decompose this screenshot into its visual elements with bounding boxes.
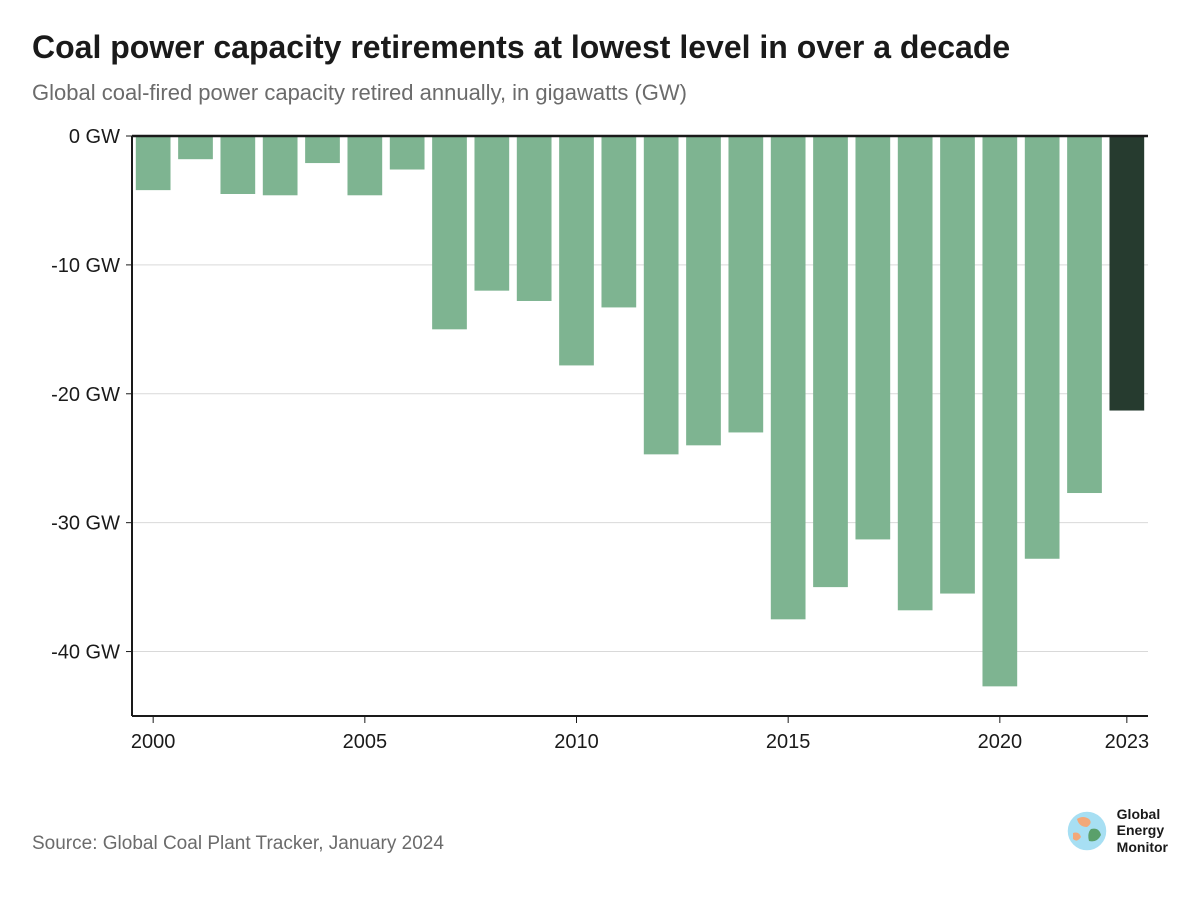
bar	[517, 136, 552, 301]
bar	[559, 136, 594, 365]
svg-text:2020: 2020	[978, 731, 1023, 753]
bar	[771, 136, 806, 619]
bar	[390, 136, 425, 170]
bar	[220, 136, 255, 194]
bar	[263, 136, 298, 195]
svg-text:2015: 2015	[766, 731, 811, 753]
bar	[347, 136, 382, 195]
bar	[432, 136, 467, 329]
svg-text:-40 GW: -40 GW	[51, 642, 120, 664]
bar	[898, 136, 933, 610]
globe-icon	[1065, 809, 1109, 853]
bar	[474, 136, 509, 291]
bar	[136, 136, 171, 190]
svg-text:2000: 2000	[131, 731, 176, 753]
svg-text:2023: 2023	[1105, 731, 1150, 753]
bar	[1025, 136, 1060, 559]
bar	[813, 136, 848, 587]
publisher-name: Global Energy Monitor	[1117, 806, 1168, 854]
bar	[940, 136, 975, 594]
chart-title: Coal power capacity retirements at lowes…	[32, 28, 1168, 66]
chart-container: 0 GW -10 GW -20 GW -30 GW -40 GW 2000 2005 2010…	[32, 126, 1168, 776]
bar	[1067, 136, 1102, 493]
source-text: Source: Global Coal Plant Tracker, Janua…	[32, 833, 444, 855]
bar	[305, 136, 340, 163]
bar	[982, 136, 1017, 686]
chart-subtitle: Global coal-fired power capacity retired…	[32, 80, 1168, 106]
bar	[178, 136, 213, 159]
bar	[1109, 136, 1144, 411]
publisher-logo: Global Energy Monitor	[1065, 806, 1168, 854]
svg-text:-30 GW: -30 GW	[51, 513, 120, 535]
svg-text:2010: 2010	[554, 731, 599, 753]
bar	[686, 136, 721, 445]
svg-text:-10 GW: -10 GW	[51, 255, 120, 277]
svg-text:2005: 2005	[343, 731, 388, 753]
bar-chart: 0 GW -10 GW -20 GW -30 GW -40 GW 2000 2005 2010…	[32, 126, 1168, 776]
bar	[855, 136, 890, 539]
svg-text:0 GW: 0 GW	[69, 126, 120, 148]
bar	[644, 136, 679, 454]
svg-text:-20 GW: -20 GW	[51, 384, 120, 406]
bar	[728, 136, 763, 432]
bar	[601, 136, 636, 307]
